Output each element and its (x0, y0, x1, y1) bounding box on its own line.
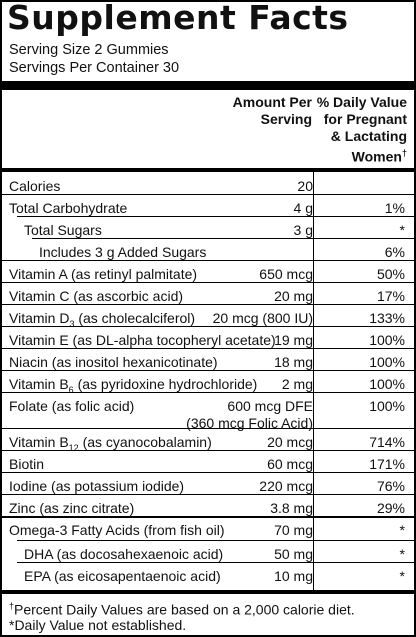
nutrient-row: Vitamin D3 (as cholecalciferol) 20 mcg (8… (2, 304, 414, 329)
nutrient-daily-value: 6% (384, 244, 405, 260)
nutrient-daily-value: * (399, 522, 405, 538)
nutrient-row: Vitamin B12 (as cyanocobalamin) 20 mcg 714… (2, 428, 414, 453)
nutrient-daily-value: 133% (369, 310, 405, 326)
nutrient-row: Vitamin B6 (as pyridoxine hydrochloride)… (2, 370, 414, 395)
nutrient-name: Zinc (as zinc citrate) (9, 500, 135, 516)
nutrient-name: Calories (9, 178, 61, 194)
row-divider (2, 450, 414, 451)
nutrient-amount: 4 g (293, 200, 313, 216)
header-divider (2, 168, 414, 172)
nutrient-name: Total Carbohydrate (9, 200, 128, 216)
bottom-divider (2, 590, 414, 594)
panel-title: Supplement Facts (7, 0, 349, 37)
nutrient-row: EPA (as eicosapentaenoic acid) 10 mg * (2, 562, 414, 587)
nutrient-row: Vitamin E (as DL-alpha tocopheryl acetat… (2, 326, 414, 351)
nutrient-name: Vitamin E (as DL-alpha tocopheryl acetat… (9, 332, 276, 348)
row-divider (2, 494, 414, 495)
nutrient-daily-value: 100% (369, 376, 405, 392)
nutrient-name: Includes 3 g Added Sugars (39, 244, 207, 260)
nutrient-name: Niacin (as inositol hexanicotinate) (9, 354, 218, 370)
nutrient-name: Vitamin A (as retinyl palmitate) (9, 266, 198, 282)
nutrient-row: Total Carbohydrate 4 g 1% (2, 194, 414, 219)
nutrient-row: Vitamin C (as ascorbic acid) 20 mg 17% (2, 282, 414, 307)
nutrient-name: EPA (as eicosapentaenoic acid) (24, 568, 221, 584)
nutrient-row: Folate (as folic acid) 600 mcg DFE (360 mc… (2, 392, 414, 431)
row-divider (2, 370, 414, 371)
nutrient-amount: 3 g (293, 222, 313, 238)
nutrient-row: DHA (as docosahexaenoic acid) 50 mg * (2, 540, 414, 565)
nutrient-daily-value: 100% (369, 332, 405, 348)
nutrient-row: Calories 20 (2, 175, 414, 197)
row-divider (2, 304, 414, 305)
nutrient-daily-value: * (399, 568, 405, 584)
nutrient-row: Omega-3 Fatty Acids (from fish oil) 70 mg… (2, 516, 414, 543)
daily-value-header: % Daily Value for Pregnant & Lactating W… (316, 94, 407, 165)
nutrient-row: Total Sugars 3 g * (2, 216, 414, 241)
nutrient-name: Iodine (as potassium iodide) (9, 478, 185, 494)
nutrient-amount: 19 mg (274, 332, 313, 348)
nutrient-row: Iodine (as potassium iodide) 220 mcg 76% (2, 472, 414, 497)
nutrient-name: Biotin (9, 456, 45, 472)
row-divider (2, 326, 414, 327)
nutrient-amount: 20 mg (274, 288, 313, 304)
nutrient-name: DHA (as docosahexaenoic acid) (24, 546, 224, 562)
footnote-percent-dv: †Percent Daily Values are based on a 2,0… (9, 601, 355, 618)
nutrient-amount: 18 mg (274, 354, 313, 370)
nutrient-name: Vitamin C (as ascorbic acid) (9, 288, 184, 304)
nutrient-daily-value: 1% (384, 200, 405, 216)
nutrient-name: Omega-3 Fatty Acids (from fish oil) (9, 522, 225, 538)
nutrient-daily-value: 714% (369, 434, 405, 450)
nutrient-amount: 20 mcg (800 IU) (212, 310, 313, 326)
nutrient-amount: 50 mg (274, 546, 313, 562)
column-divider (313, 172, 314, 590)
row-divider (2, 516, 414, 518)
row-divider (2, 260, 414, 261)
row-divider (2, 282, 414, 283)
nutrient-daily-value: 100% (369, 398, 405, 414)
nutrient-name: Vitamin D3 (as cholecalciferol) (9, 310, 196, 329)
nutrient-amount: 650 mcg (259, 266, 313, 282)
nutrient-row: Zinc (as zinc citrate) 3.8 mg 29% (2, 494, 414, 519)
nutrient-name: Total Sugars (24, 222, 102, 238)
nutrient-row: Niacin (as inositol hexanicotinate) 18 mg… (2, 348, 414, 373)
nutrient-amount: 10 mg (274, 568, 313, 584)
row-divider (2, 428, 414, 429)
nutrient-row: Vitamin A (as retinyl palmitate) 650 mcg 5… (2, 260, 414, 285)
nutrient-daily-value: 17% (376, 288, 405, 304)
row-divider (32, 238, 414, 239)
nutrient-amount: 60 mcg (267, 456, 313, 472)
nutrient-amount: 20 mcg (267, 434, 313, 450)
row-divider (17, 216, 414, 217)
nutrient-name: Vitamin B6 (as pyridoxine hydrochloride) (9, 376, 258, 395)
nutrient-daily-value: 76% (376, 478, 405, 494)
nutrient-amount: 3.8 mg (270, 500, 313, 516)
nutrient-amount: 70 mg (274, 522, 313, 538)
footnote-dv-not-established: *Daily Value not established. (9, 617, 187, 633)
nutrient-daily-value: 171% (369, 456, 405, 472)
row-divider (17, 540, 414, 541)
nutrient-row: Includes 3 g Added Sugars 6% (2, 238, 414, 263)
nutrient-name: Vitamin B12 (as cyanocobalamin) (9, 434, 212, 453)
nutrient-amount: 2 mg (281, 376, 313, 392)
nutrient-daily-value: * (399, 222, 405, 238)
serving-size: Serving Size 2 Gummies (9, 42, 169, 58)
nutrient-amount: 220 mcg (259, 478, 313, 494)
nutrient-amount: 600 mcg DFE (360 mcg Folic Acid) (186, 398, 313, 431)
nutrient-name: Folate (as folic acid) (9, 398, 135, 414)
nutrient-row: Biotin 60 mcg 171% (2, 450, 414, 475)
row-divider (2, 348, 414, 349)
nutrient-daily-value: 29% (376, 500, 405, 516)
nutrient-daily-value: 100% (369, 354, 405, 370)
row-divider (17, 562, 414, 563)
row-divider (2, 194, 414, 195)
row-divider (2, 392, 414, 393)
servings-per-container: Servings Per Container 30 (9, 60, 180, 76)
row-divider (2, 472, 414, 473)
thick-divider (2, 81, 414, 90)
nutrient-daily-value: 50% (376, 266, 405, 282)
nutrient-amount: 20 (297, 178, 313, 194)
amount-per-serving-header: Amount Per Serving (232, 94, 312, 127)
nutrient-daily-value: * (399, 546, 405, 562)
